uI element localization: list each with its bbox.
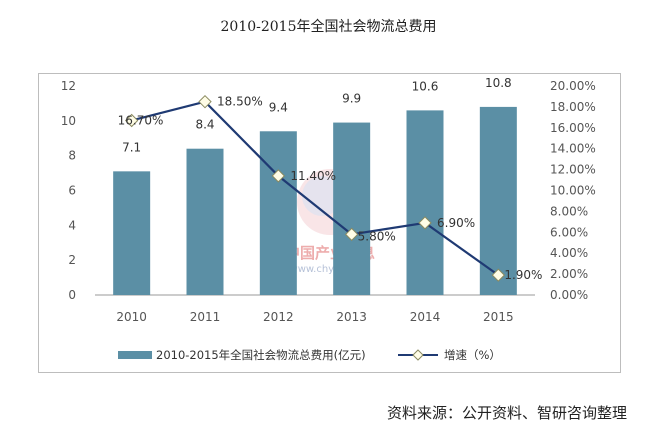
y-right-tick-label: 2.00% bbox=[550, 267, 588, 281]
bar bbox=[479, 106, 517, 296]
line-value-label: 16.70% bbox=[118, 113, 164, 127]
y-right-tick-label: 6.00% bbox=[550, 225, 588, 239]
chart-axes: 0 2 4 6 8 10 12 0.00% 2.00% 4.00% 6.00% 8.00% 10.00%… bbox=[61, 79, 596, 324]
bar bbox=[333, 122, 371, 295]
growth-line bbox=[131, 100, 499, 277]
y-left-tick-label: 10 bbox=[61, 114, 76, 128]
x-tick-label: 2015 bbox=[483, 310, 514, 324]
watermark-url: www.chyxx.com bbox=[290, 264, 371, 275]
bar-series: 7.1 8.4 9.4 9.9 10.6 10.8 bbox=[113, 76, 517, 296]
source-note: 资料来源：公开资料、智研咨询整理 bbox=[386, 404, 627, 422]
y-right-tick-label: 16.00% bbox=[550, 121, 596, 135]
y-right-tick-label: 0.00% bbox=[550, 288, 588, 302]
y-right-tick-label: 12.00% bbox=[550, 163, 596, 177]
line-point-marker bbox=[198, 94, 212, 109]
bar-value-label: 8.4 bbox=[195, 118, 214, 132]
legend-bar-label: 2010-2015年全国社会物流总费用(亿元) bbox=[156, 348, 366, 362]
y-right-tick-label: 4.00% bbox=[550, 246, 588, 260]
chart-frame bbox=[38, 73, 621, 373]
line-point-marker bbox=[491, 268, 506, 282]
chart-legend: 2010-2015年全国社会物流总费用(亿元) 增速（%） bbox=[118, 348, 501, 362]
bar bbox=[186, 148, 224, 295]
y-left-tick-label: 12 bbox=[61, 79, 76, 93]
chart-title: 2010-2015年全国社会物流总费用 bbox=[220, 19, 437, 35]
y-right-tick-label: 10.00% bbox=[550, 184, 596, 198]
watermark-logo-inner bbox=[302, 176, 342, 216]
x-tick-label: 2011 bbox=[190, 310, 221, 324]
bar-value-label: 7.1 bbox=[122, 140, 141, 154]
bar bbox=[259, 131, 297, 295]
legend-bar-swatch bbox=[118, 351, 152, 359]
line-value-label: 11.40% bbox=[290, 169, 336, 183]
line-value-label: 6.90% bbox=[437, 216, 475, 230]
y-left-tick-label: 8 bbox=[68, 149, 76, 163]
x-tick-label: 2010 bbox=[116, 310, 147, 324]
bar-value-label: 10.8 bbox=[485, 76, 512, 90]
line-point-marker bbox=[124, 113, 139, 128]
bar-value-label: 9.9 bbox=[342, 92, 361, 106]
y-right-tick-label: 18.00% bbox=[550, 100, 596, 114]
line-series: 16.70% 18.50% 11.40% 5.80% 6.90% 1.90% bbox=[118, 95, 543, 282]
y-right-tick-label: 8.00% bbox=[550, 204, 588, 218]
y-left-tick-label: 4 bbox=[68, 218, 76, 232]
line-point-marker bbox=[271, 169, 286, 183]
bar-value-label: 10.6 bbox=[412, 79, 439, 93]
x-tick-label: 2013 bbox=[336, 310, 367, 324]
legend-line-marker bbox=[412, 349, 424, 361]
x-tick-label: 2014 bbox=[410, 310, 441, 324]
y-left-tick-label: 0 bbox=[68, 288, 76, 302]
y-left-tick-label: 2 bbox=[68, 253, 76, 267]
y-right-tick-label: 14.00% bbox=[550, 142, 596, 156]
bar bbox=[113, 171, 151, 295]
line-value-label: 18.50% bbox=[217, 95, 263, 109]
x-tick-label: 2012 bbox=[263, 310, 294, 324]
y-right-tick-label: 20.00% bbox=[550, 79, 596, 93]
line-point-marker bbox=[344, 227, 359, 242]
bar-value-label: 9.4 bbox=[269, 100, 288, 114]
legend-line-label: 增速（%） bbox=[444, 348, 501, 362]
line-value-label: 1.90% bbox=[504, 268, 542, 282]
bar bbox=[406, 110, 444, 295]
line-value-label: 5.80% bbox=[358, 229, 396, 243]
line-point-marker bbox=[418, 216, 432, 230]
y-left-tick-label: 6 bbox=[68, 184, 76, 198]
